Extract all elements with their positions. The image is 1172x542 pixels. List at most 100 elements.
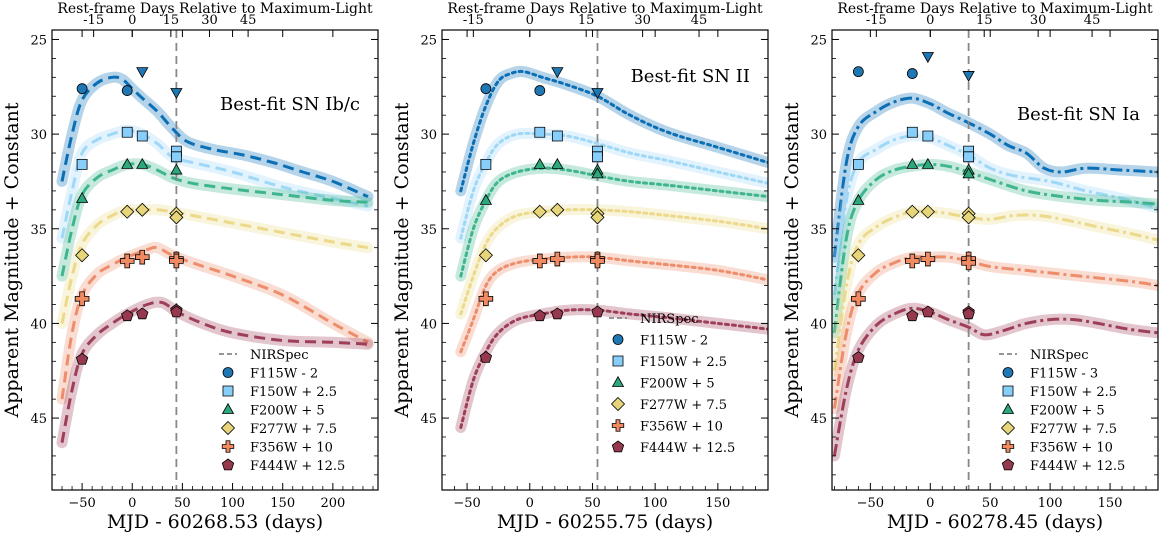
y-axis-label: Apparent Magnitude + Constant: [1, 102, 23, 418]
data-point-f277w: [135, 202, 150, 217]
legend-marker-f444w: [1001, 458, 1015, 471]
top-tick-label: 30: [634, 13, 651, 28]
top-tick-label: -15: [463, 13, 484, 28]
data-point-f200w: [852, 193, 865, 205]
upper-limit-f115w: [962, 71, 975, 82]
x-tick-label: 200: [320, 496, 345, 511]
data-point-f277w: [961, 210, 976, 225]
x-tick-label: 0: [526, 496, 534, 511]
data-point-f444w: [75, 352, 89, 365]
data-point-f356w: [134, 249, 150, 265]
top-axis-label: Rest-frame Days Relative to Maximum-Ligh…: [837, 1, 1153, 17]
legend-marker-f277w: [1000, 420, 1016, 436]
data-point-f150w: [76, 159, 88, 170]
legend-label: F200W + 5: [1030, 404, 1105, 419]
model-band-f277w: [832, 205, 1158, 377]
model-line-f277w: [60, 207, 369, 324]
legend-marker-f150w: [222, 385, 234, 397]
legend-label: F277W + 7.5: [1030, 422, 1117, 437]
y-tick-label: 45: [420, 412, 437, 427]
model-line-f150w: [832, 134, 1158, 296]
data-point-f444w: [479, 350, 493, 363]
top-tick-label: 45: [240, 13, 257, 28]
data-point-f277w: [120, 204, 135, 219]
data-point-f356w: [590, 253, 605, 269]
top-tick-label: 15: [976, 13, 993, 28]
data-point-f277w: [905, 204, 920, 219]
top-tick-label: 0: [526, 13, 534, 28]
model-band-f200w: [832, 158, 1158, 339]
y-tick-label: 45: [810, 412, 827, 427]
y-tick-label: 40: [420, 317, 437, 332]
best-fit-annotation: Best-fit SN Ia: [1017, 104, 1140, 125]
legend-marker-f200w: [221, 402, 235, 414]
data-point-f356w: [961, 255, 976, 271]
data-point-f444w: [533, 309, 546, 322]
top-tick-label: 0: [128, 13, 136, 28]
legend-label: F115W - 3: [1030, 367, 1098, 382]
x-tick-label: 50: [584, 496, 601, 511]
panel-sn-ii: −50 0 50 100 150 -15 0 15 30 45 25 30 35 40 45 MJD - 60…: [391, 1, 769, 533]
y-tick-label: 25: [30, 33, 47, 48]
legend-label: F356W + 10: [250, 441, 333, 456]
data-point-f200w: [921, 157, 935, 169]
data-point-f356w: [905, 253, 920, 269]
data-point-f150w: [170, 151, 182, 163]
data-point-f356w: [169, 253, 184, 269]
x-tick-label: −50: [857, 496, 884, 511]
plot-area: [832, 30, 1158, 490]
panel-sn-ibc: −50 0 50 100 150 200 -15 0 15 30 45 25 30 35 40 45 MJD -…: [1, 1, 379, 533]
model-line-f444w: [832, 306, 1158, 457]
legend-marker-f200w: [1001, 402, 1015, 414]
legend-label: F200W + 5: [640, 377, 715, 392]
x-tick-label: 50: [982, 496, 999, 511]
legend-label: F150W + 2.5: [250, 385, 337, 400]
legend: NIRSpec F115W - 2 F150W + 2.5 F200W + 5 F277…: [609, 312, 735, 456]
x-tick-label: 100: [220, 496, 245, 511]
y-tick-label: 30: [30, 128, 47, 143]
panel-sn-ia: −50 0 50 100 150 -15 0 15 30 45 25 30 35 40 45 MJD - 60…: [781, 1, 1159, 533]
data-point-f115w: [76, 83, 88, 95]
y-tick-label: 30: [810, 128, 827, 143]
legend-label: F356W + 10: [640, 420, 723, 435]
plot-area: [56, 30, 374, 490]
model-line-f200w: [60, 162, 369, 277]
data-point-f277w: [75, 248, 90, 263]
x-tick-label: 150: [1098, 496, 1123, 511]
upper-limit-f115w: [136, 67, 149, 79]
data-point-f277w: [920, 204, 935, 219]
upper-limit-f115w: [170, 88, 183, 100]
data-point-f200w: [479, 193, 493, 205]
model-line-f277w: [832, 209, 1158, 371]
top-tick-label: 45: [691, 13, 708, 28]
data-point-f277w: [851, 248, 866, 263]
best-fit-annotation: Best-fit SN II: [631, 66, 750, 87]
x-tick-label: −50: [453, 496, 480, 511]
data-point-f444w: [170, 305, 183, 318]
data-point-f277w: [169, 210, 184, 225]
data-point-f444w: [921, 305, 935, 318]
legend-label: F150W + 2.5: [1030, 385, 1117, 400]
data-point-f356w: [119, 253, 135, 269]
data-point-f200w: [551, 157, 564, 169]
data-point-f200w: [591, 167, 604, 179]
data-point-f200w: [136, 157, 149, 169]
legend-marker-f200w: [611, 375, 625, 387]
upper-limit-f115w: [551, 67, 564, 79]
data-point-f150w: [906, 126, 918, 138]
y-tick-label: 35: [420, 223, 437, 238]
data-point-f200w: [906, 157, 919, 169]
data-point-f150w: [121, 126, 133, 138]
x-axis-label: MJD - 60278.45 (days): [887, 511, 1103, 533]
data-point-f150w: [480, 159, 492, 170]
data-point-f200w: [170, 163, 183, 175]
data-point-f277w: [590, 210, 605, 225]
y-tick-label: 30: [420, 128, 437, 143]
model-line-f356w: [832, 255, 1158, 409]
legend-marker-f115w: [222, 367, 234, 378]
y-axis-label: Apparent Magnitude + Constant: [391, 102, 413, 418]
y-tick-label: 45: [30, 412, 47, 427]
legend: NIRSpec F115W - 2 F150W + 2.5 F200W + 5 F277…: [219, 348, 345, 474]
data-point-f150w: [592, 151, 603, 163]
legend-marker-f277w: [220, 420, 236, 436]
